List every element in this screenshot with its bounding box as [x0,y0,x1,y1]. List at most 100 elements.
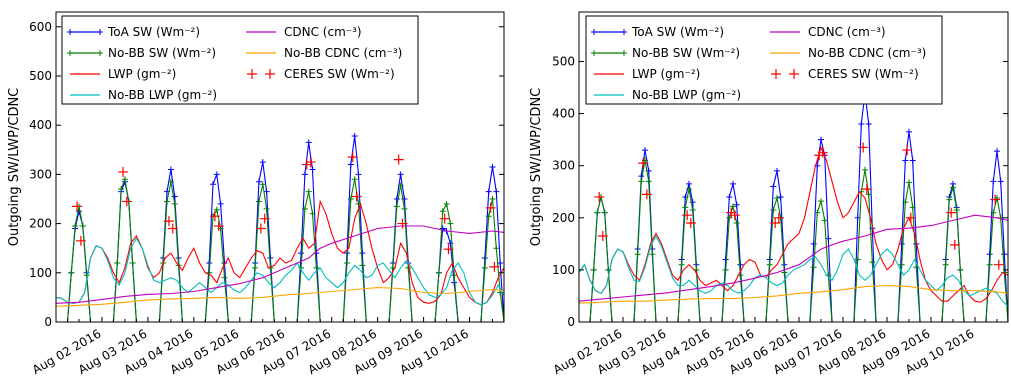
series-marker-1 [730,203,736,210]
series-marker-0 [359,250,366,257]
series-marker-0 [355,171,362,178]
series-marker-1 [164,198,171,205]
series-marker-0 [255,178,262,185]
ceres-point [489,261,500,272]
series-marker-0 [770,183,777,190]
series-marker-0 [493,188,500,195]
legend-label: CERES SW (Wm⁻²) [808,67,919,81]
series-marker-0 [397,171,404,178]
legend-label: No-BB LWP (gm⁻²) [108,88,217,102]
series-marker-1 [854,256,861,263]
ceres-point [351,191,362,202]
series-line-3 [579,234,1008,307]
series-marker-1 [869,259,876,266]
ceres-point [347,152,358,163]
ceres-point [439,213,450,224]
ceres-point [597,231,608,242]
ceres-point [443,244,454,255]
series-marker-1 [686,186,692,193]
series-marker-1 [726,214,733,221]
series-marker-1 [443,200,450,207]
series-marker-0 [393,195,400,202]
series-marker-1 [810,264,817,271]
series-marker-0 [485,188,492,195]
series-line-2 [579,145,1008,303]
series-line-3 [56,237,504,306]
legend: ToA SW (Wm⁻²) No-BB SW (Wm⁻²) LWP (gm⁻²) No… [61,15,419,105]
series-marker-1 [167,178,174,185]
series-line-1 [56,177,504,322]
series-marker-1 [393,203,400,210]
ceres-point [729,210,740,221]
series-marker-0 [642,147,648,154]
series-marker-1 [601,209,608,216]
series-line-1 [579,160,1008,322]
series-marker-0 [171,193,178,200]
series-marker-0 [737,261,744,268]
series-marker-0 [997,178,1004,185]
series-marker-0 [309,166,316,173]
legend-marker [247,69,257,79]
y-tick-label: 500 [552,54,575,68]
series-marker-1 [722,266,729,273]
legend-marker [97,50,103,56]
series-line-2 [56,199,504,306]
ceres-point [685,218,696,229]
ceres-point [594,191,605,202]
series-marker-1 [489,195,496,202]
series-marker-0 [777,193,784,200]
ceres-point [75,235,86,246]
series-marker-1 [435,269,442,276]
ceres-point [167,223,178,234]
legend-label: CDNC (cm⁻³) [808,25,886,39]
legend-label: ToA SW (Wm⁻²) [107,25,200,39]
plot-area [56,133,504,322]
series-marker-1 [344,259,351,266]
ceres-point [118,166,129,177]
y-tick-label: 200 [552,211,575,225]
series-marker-1 [118,186,125,193]
y-tick-label: 300 [29,167,52,181]
ceres-point [163,216,174,227]
legend-label: No-BB SW (Wm⁻²) [632,46,740,60]
series-marker-0 [1001,251,1008,258]
series-marker-1 [439,208,446,215]
y-axis-label: Outgoing SW/LWP/CDNC [529,88,544,247]
ceres-point [682,210,693,221]
series-marker-1 [678,261,685,268]
series-marker-0 [206,259,213,266]
ceres-point [949,239,960,250]
series-marker-1 [950,184,956,191]
series-marker-1 [594,209,601,216]
series-marker-0 [902,157,909,164]
legend-marker [591,29,597,35]
series-marker-0 [167,166,174,173]
y-tick-label: 500 [29,69,52,83]
series-marker-1 [862,166,868,173]
series-line-0 [579,92,1008,322]
series-marker-1 [634,251,641,258]
series-marker-1 [121,176,128,183]
series-marker-1 [451,272,458,279]
series-marker-1 [309,210,316,217]
y-axis-label: Outgoing SW/LWP/CDNC [7,88,22,247]
series-line-5 [579,284,1008,304]
series-marker-1 [405,264,412,271]
series-marker-1 [946,196,953,203]
series-marker-0 [730,180,736,187]
ceres-point [905,212,916,223]
series-marker-1 [766,261,773,268]
series-marker-1 [986,261,993,268]
series-marker-0 [209,181,216,188]
legend-marker [97,29,103,35]
series-marker-1 [397,182,404,189]
y-tick-label: 200 [29,217,52,231]
series-marker-0 [686,180,692,187]
series-marker-1 [957,266,964,273]
series-marker-0 [722,256,729,263]
series-marker-1 [909,204,916,211]
series-marker-0 [906,128,912,135]
series-marker-0 [733,201,740,208]
series-marker-1 [906,179,912,186]
